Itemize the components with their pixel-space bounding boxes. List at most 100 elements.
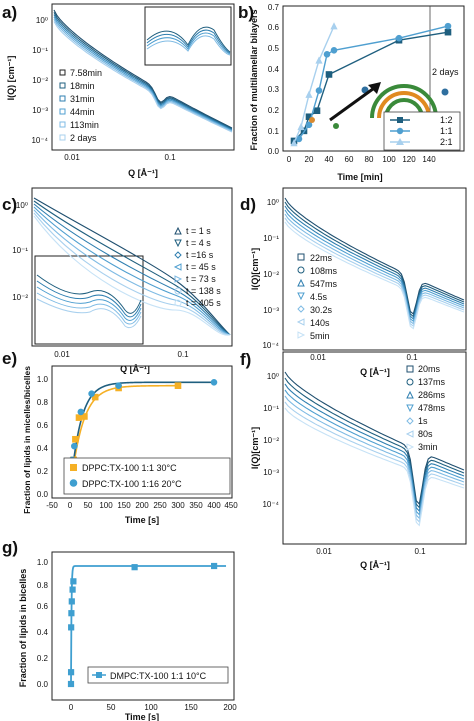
panel-g-label: g) [2, 538, 18, 557]
e-xtick-2: 50 [84, 501, 93, 510]
c-curve-3 [33, 206, 231, 336]
e-point-1-5 [88, 390, 95, 397]
d-legend-0: 22ms [310, 253, 333, 263]
b-legend-0: 1:2 [440, 115, 453, 125]
panel-e: e) 0.0 0.2 0.4 0.6 0.8 1.0 -50 0 50 100 … [2, 349, 238, 525]
panel-a-legend: 7.58min 18min 31min 44min 113min 2 days [59, 68, 102, 143]
b-bilayer-outer [370, 84, 438, 119]
d-curve-5 [284, 217, 465, 328]
b-ytick-7: 0.7 [268, 3, 280, 12]
a-legend-marker-4 [59, 121, 66, 128]
g-xtick-1: 50 [107, 703, 116, 712]
a-legend-marker-1 [59, 82, 66, 89]
f-xtick-0: 0.01 [316, 547, 332, 556]
e-xtick-10: 450 [224, 501, 238, 510]
g-ytick-3: 0.6 [37, 602, 49, 611]
e-point-0-5 [91, 393, 99, 401]
d-curve-3 [284, 209, 465, 323]
d-curve-4 [284, 213, 465, 325]
f-ytick-1: 10⁻¹ [263, 404, 279, 413]
d-ytick-1: 10⁻¹ [263, 234, 279, 243]
b-xtick-6: 120 [402, 155, 416, 164]
e-point-0-4 [81, 413, 88, 420]
c-inset-curve-2 [36, 286, 142, 321]
panel-a-frame [51, 3, 235, 151]
b-ytick-3: 0.3 [268, 85, 280, 94]
d-curve-2 [284, 205, 465, 320]
d-xtick-0: 0.01 [310, 353, 326, 362]
g-point-4 [68, 598, 75, 605]
panel-d: d) 10⁰ 10⁻¹ 10⁻² 10⁻³ 10⁻⁴ 0.01 0.1 Q [Å… [240, 187, 467, 377]
a-inset-curve-0 [146, 26, 231, 53]
c-inset-curve-4 [36, 298, 142, 329]
c-xlabel: Q [Å⁻¹] [120, 364, 150, 374]
f-curve-3 [284, 389, 465, 516]
d-xtick-1: 0.1 [406, 353, 418, 362]
c-curve-0 [33, 197, 231, 336]
c-legend-marker-6 [174, 299, 182, 307]
e-xlabel: Time [s] [125, 515, 159, 525]
f-ytick-2: 10⁻² [263, 436, 279, 445]
panel-b-label: b) [238, 3, 254, 22]
c-legend-marker-4 [174, 275, 183, 283]
panel-g-frame [51, 551, 235, 701]
panel-f-legend: 20ms 137ms 286ms 478ms 1s 80s 3min [418, 364, 446, 452]
b-ytick-1: 0.1 [268, 127, 280, 136]
a-inset-curve-2 [146, 32, 231, 55]
a-legend-0: 7.58min [70, 68, 102, 78]
b-xtick-5: 100 [382, 155, 396, 164]
a-xtick-0: 0.01 [64, 153, 80, 162]
f-legend-marker-0 [406, 365, 414, 373]
a-ytick-1: 10⁻¹ [32, 46, 48, 55]
panel-d-legend: 22ms 108ms 547ms 4.5s 30.2s 140s 5min [310, 253, 338, 341]
a-legend-marker-2 [59, 95, 66, 102]
e-xticks: -50 0 50 100 150 200 250 300 350 400 450 [46, 501, 238, 510]
b-bilayer-schematic [309, 82, 449, 129]
d-legend-marker-4 [297, 305, 305, 313]
f-curve-5 [284, 401, 465, 523]
panel-b-legend: 1:2 1:1 2:1 [383, 111, 461, 151]
g-point-1 [67, 669, 75, 676]
b-point-1-1 [305, 121, 313, 129]
g-ylabel: Fraction of lipids in bicelles [18, 569, 28, 688]
a-curve-1 [53, 12, 233, 130]
g-xtick-0: 0 [69, 703, 74, 712]
c-legend-marker-3 [173, 263, 182, 271]
b-ytick-6: 0.6 [268, 23, 280, 32]
f-legend-4: 1s [418, 416, 428, 426]
b-annotation: 2 days [432, 67, 459, 77]
panel-f-frame [282, 351, 467, 545]
e-legend-marker-0 [70, 464, 77, 471]
a-legend-1: 18min [70, 81, 95, 91]
b-micelle-2 [441, 88, 449, 96]
g-ytick-5: 1.0 [37, 558, 49, 567]
e-point-0-2 [72, 435, 79, 443]
panel-d-frame [282, 187, 467, 351]
a-legend-3: 44min [70, 107, 95, 117]
a-curve-3 [53, 16, 233, 131]
panel-b-plot [290, 22, 452, 147]
a-curve-4 [53, 18, 233, 132]
panel-g-legend: DMPC:TX-100 1:1 10°C [87, 666, 229, 684]
panel-c-label: c) [2, 195, 17, 214]
f-xlabel: Q [Å⁻¹] [360, 560, 390, 570]
panel-b: b) 2 days 0.0 0.1 0.2 0.3 0.4 0.5 0.6 0.… [238, 3, 465, 182]
f-ylabel: I(Q)[cm⁻¹] [250, 427, 260, 469]
b-point-1-3 [323, 51, 331, 58]
a-ytick-3: 10⁻³ [32, 106, 48, 115]
panel-c: c) 10⁰ 10⁻¹ 10⁻² 0.01 0.1 Q [Å⁻¹] t = 1 … [2, 187, 233, 374]
b-legend-marker-1 [396, 127, 404, 135]
b-xtick-4: 80 [365, 155, 374, 164]
g-point-3 [68, 610, 75, 617]
e-xtick-4: 150 [117, 501, 131, 510]
d-curve-6 [284, 221, 465, 330]
e-ytick-3: 0.6 [37, 421, 49, 430]
d-legend-4: 30.2s [310, 305, 333, 315]
a-legend-marker-0 [59, 69, 66, 76]
d-ylabel: I(Q)[cm⁻¹] [250, 248, 260, 290]
g-point-2 [68, 624, 75, 631]
e-legend-box [63, 457, 231, 495]
panel-b-frame [282, 5, 465, 152]
e-point-1-4 [77, 408, 85, 416]
